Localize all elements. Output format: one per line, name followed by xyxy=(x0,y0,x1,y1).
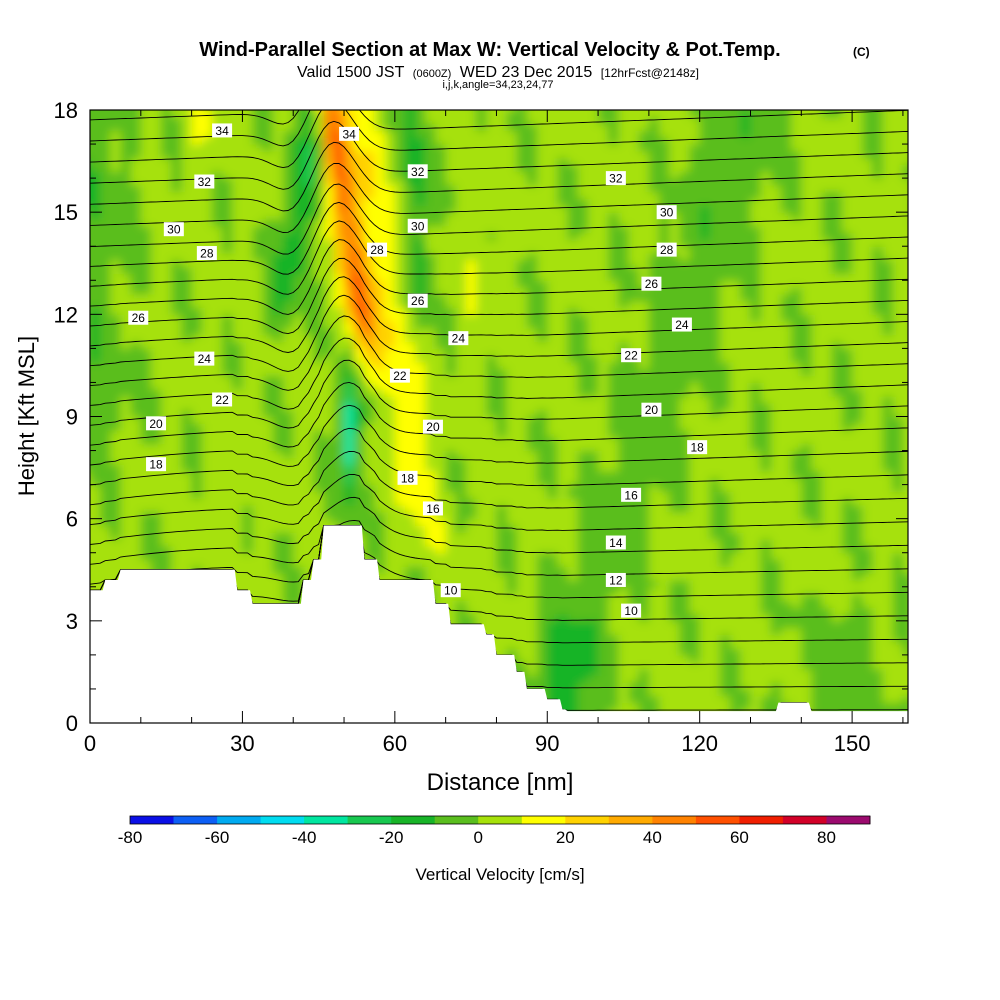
subtitle-forecast: [12hrFcst@2148z] xyxy=(601,66,699,80)
y-tick-label: 12 xyxy=(54,302,78,327)
contour-label: 22 xyxy=(212,392,233,407)
colorbar-swatch xyxy=(173,816,218,824)
colorbar-label: Vertical Velocity [cm/s] xyxy=(415,865,584,884)
contour-label: 24 xyxy=(448,331,469,346)
contour-label: 26 xyxy=(641,276,662,291)
colorbar-swatch xyxy=(260,816,305,824)
contour-label: 28 xyxy=(656,242,677,257)
colorbar-swatch xyxy=(478,816,523,824)
y-tick-label: 18 xyxy=(54,98,78,123)
y-tick-label: 3 xyxy=(66,609,78,634)
x-tick-label: 120 xyxy=(681,731,718,756)
contour-label: 18 xyxy=(397,470,418,485)
contour-label: 28 xyxy=(196,246,217,261)
contour-label: 34 xyxy=(212,123,233,138)
contour-label: 18 xyxy=(146,457,167,472)
contour-label: 22 xyxy=(621,348,642,363)
colorbar-swatch xyxy=(521,816,566,824)
colorbar-swatch xyxy=(391,816,436,824)
x-tick-label: 150 xyxy=(834,731,871,756)
contour-label: 10 xyxy=(440,583,461,598)
contour-label: 16 xyxy=(422,501,443,516)
contour-label: 28 xyxy=(367,242,388,257)
colorbar-tick-label: 40 xyxy=(643,828,662,847)
contour-label: 32 xyxy=(407,164,428,179)
x-tick-label: 30 xyxy=(230,731,254,756)
contour-label: 24 xyxy=(194,351,215,366)
colorbar-tick-label: -40 xyxy=(292,828,317,847)
contour-label: 16 xyxy=(621,487,642,502)
colorbar: -80 -60 -40 -20 0 20 40 60 80 xyxy=(118,815,871,847)
colorbar-tick-label: 80 xyxy=(817,828,836,847)
axes: 0 30 60 90 120 150 0 3 6 9 12 15 18 xyxy=(54,98,908,756)
subtitle-valid: Valid 1500 JST xyxy=(297,64,405,81)
colorbar-swatch xyxy=(739,816,784,824)
colorbar-swatch xyxy=(608,816,653,824)
colorbar-swatch xyxy=(130,816,174,824)
colorbar-swatch xyxy=(652,816,697,824)
colorbar-tick-label: 20 xyxy=(556,828,575,847)
colorbar-tick-label: 0 xyxy=(474,828,483,847)
contour-label: 32 xyxy=(194,174,215,189)
x-tick-label: 0 xyxy=(84,731,96,756)
contour-label: 20 xyxy=(422,419,443,434)
colorbar-swatch xyxy=(304,816,349,824)
colorbar-swatch xyxy=(782,816,827,824)
colorbar-swatch xyxy=(347,816,392,824)
colorbar-swatch xyxy=(826,816,871,824)
contour-label: 30 xyxy=(407,218,428,233)
contour-label: 14 xyxy=(605,535,626,550)
x-axis-label: Distance [nm] xyxy=(427,769,574,796)
y-tick-label: 0 xyxy=(66,711,78,736)
colorbar-tick-label: -20 xyxy=(379,828,404,847)
subtitle-date: WED 23 Dec 2015 xyxy=(460,64,593,81)
contour-label: 20 xyxy=(146,416,167,431)
contour-label: 32 xyxy=(605,171,626,186)
x-tick-label: 60 xyxy=(383,731,407,756)
colorbar-tick-label: -80 xyxy=(118,828,143,847)
contour-label: 12 xyxy=(605,572,626,587)
colorbar-swatch xyxy=(434,816,479,824)
y-tick-label: 15 xyxy=(54,200,78,225)
chart-title-tag: (C) xyxy=(853,45,870,59)
y-tick-label: 9 xyxy=(66,405,78,430)
contour-label: 34 xyxy=(339,126,360,141)
contour-label: 10 xyxy=(621,603,642,618)
contour-label: 24 xyxy=(671,317,692,332)
contour-label: 22 xyxy=(389,368,410,383)
colorbar-swatch xyxy=(565,816,610,824)
plot-area: 34 34 32 32 32 30 30 30 28 28 28 26 26 26 24 24 24 22 22 22… xyxy=(90,110,908,723)
contour-label: 18 xyxy=(687,440,708,455)
colorbar-tick-label: -60 xyxy=(205,828,230,847)
x-tick-label: 90 xyxy=(535,731,559,756)
contour-label: 20 xyxy=(641,402,662,417)
contour-label: 30 xyxy=(656,205,677,220)
contour-label: 26 xyxy=(128,310,149,325)
chart-subtitle-ijk: i,j,k,angle=34,23,24,77 xyxy=(442,79,553,91)
subtitle-utc: (0600Z) xyxy=(413,68,452,80)
colorbar-swatch xyxy=(695,816,740,824)
chart-subtitle: Valid 1500 JST (0600Z) WED 23 Dec 2015 [… xyxy=(297,64,699,81)
y-axis-label: Height [Kft MSL] xyxy=(14,336,39,496)
chart-title: Wind-Parallel Section at Max W: Vertical… xyxy=(199,39,780,61)
terrain-mask xyxy=(90,525,908,723)
colorbar-swatch xyxy=(217,816,262,824)
y-tick-label: 6 xyxy=(66,507,78,532)
contour-label: 26 xyxy=(407,293,428,308)
contour-labels: 34 34 32 32 32 30 30 30 28 28 28 26 26 26 24 24 24 22 22 22… xyxy=(128,123,708,618)
colorbar-tick-label: 60 xyxy=(730,828,749,847)
contour-label: 30 xyxy=(163,222,184,237)
